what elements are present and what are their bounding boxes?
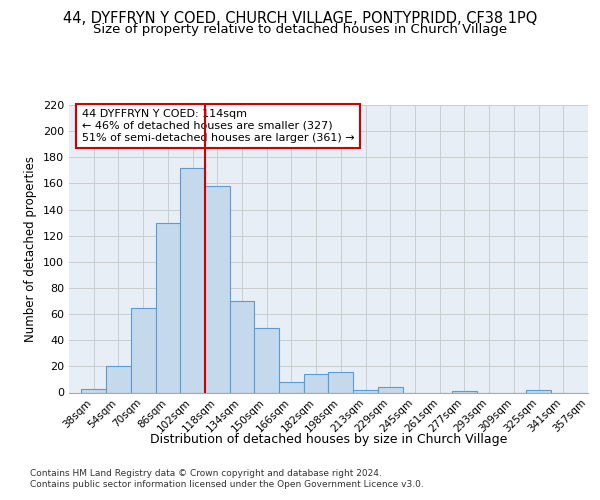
Text: Distribution of detached houses by size in Church Village: Distribution of detached houses by size … [150, 432, 508, 446]
Bar [106, 366, 131, 392]
Text: Contains HM Land Registry data © Crown copyright and database right 2024.: Contains HM Land Registry data © Crown c… [30, 469, 382, 478]
Bar [279, 382, 304, 392]
Bar [230, 301, 254, 392]
Bar [82, 388, 106, 392]
Bar [254, 328, 279, 392]
Bar [205, 186, 230, 392]
Text: 44 DYFFRYN Y COED: 114sqm
← 46% of detached houses are smaller (327)
51% of semi: 44 DYFFRYN Y COED: 114sqm ← 46% of detac… [82, 110, 355, 142]
Bar [378, 388, 403, 392]
Y-axis label: Number of detached properties: Number of detached properties [25, 156, 37, 342]
Text: Size of property relative to detached houses in Church Village: Size of property relative to detached ho… [93, 23, 507, 36]
Bar [131, 308, 155, 392]
Text: Contains public sector information licensed under the Open Government Licence v3: Contains public sector information licen… [30, 480, 424, 489]
Text: 44, DYFFRYN Y COED, CHURCH VILLAGE, PONTYPRIDD, CF38 1PQ: 44, DYFFRYN Y COED, CHURCH VILLAGE, PONT… [63, 11, 537, 26]
Bar [304, 374, 329, 392]
Bar [180, 168, 205, 392]
Bar [452, 391, 477, 392]
Bar [155, 222, 180, 392]
Bar [526, 390, 551, 392]
Bar [353, 390, 378, 392]
Bar [329, 372, 353, 392]
